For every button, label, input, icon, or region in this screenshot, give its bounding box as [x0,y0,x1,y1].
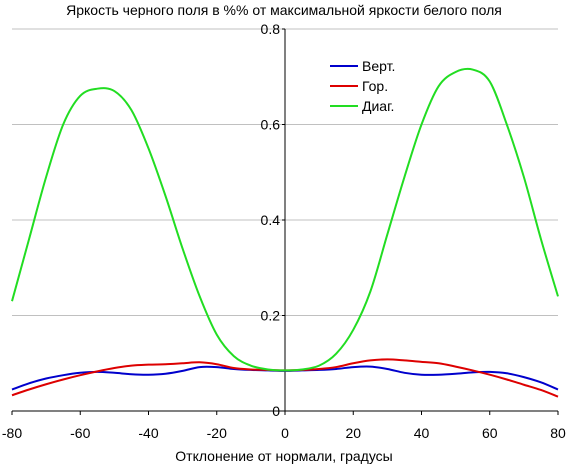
legend-label-0: Верт. [362,58,395,74]
x-tick-label-1: -60 [70,425,90,441]
x-tick-label-4: 0 [281,425,289,441]
axes [11,28,559,415]
series-line-2 [11,67,559,372]
x-tick-label-7: 60 [482,425,498,441]
y-tick-label-0: 0 [272,403,280,419]
x-tick-label-5: 20 [345,425,361,441]
x-tick-label-0: -80 [2,425,22,441]
x-axis-label: Отклонение от нормали, градусы [175,448,392,464]
x-tick-label-6: 40 [414,425,430,441]
series-lines [11,67,559,398]
legend-label-2: Диаг. [362,98,394,114]
legend: Верт. Гор. Диаг. [330,58,395,114]
y-tick-label-3: 0.6 [261,117,281,133]
y-tick-label-1: 0.2 [261,308,281,324]
y-tick-labels: 0 0.2 0.4 0.6 0.8 [261,21,281,419]
x-tick-labels: -80 -60 -40 -20 0 20 40 60 80 [2,425,566,441]
x-tick-label-8: 80 [550,425,566,441]
chart-title: Яркость черного поля в %% от максимально… [66,2,502,18]
legend-label-1: Гор. [362,78,388,94]
y-tick-label-2: 0.4 [261,212,281,228]
x-tick-label-3: -20 [207,425,227,441]
y-tick-label-4: 0.8 [261,21,281,37]
x-tick-label-2: -40 [138,425,158,441]
